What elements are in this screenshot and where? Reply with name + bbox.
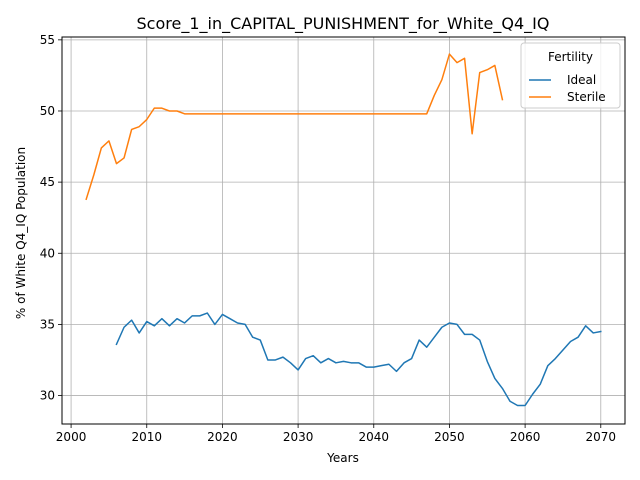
grid-lines [62,37,625,424]
legend-box [520,42,621,109]
x-axis: 2000 2010 2020 2030 2040 2050 2060 2070 [56,424,616,444]
y-tick-label: 35 [40,317,55,331]
y-tick-label: 30 [40,389,55,403]
y-tick-label: 55 [40,33,55,47]
y-axis: 30 35 40 45 50 55 [40,33,62,403]
series-line-ideal [115,312,602,407]
x-tick-label: 2030 [283,430,314,444]
plot-frame [61,36,626,425]
series-lines [85,53,602,407]
x-tick-label: 2060 [510,430,541,444]
x-axis-label: Years [326,451,359,465]
x-tick-label: 2050 [434,430,465,444]
x-tick-label: 2010 [131,430,162,444]
legend-title: Fertility [548,50,593,64]
y-axis-label: % of White Q4_IQ Population [14,147,28,319]
chart-title: Score_1_in_CAPITAL_PUNISHMENT_for_White_… [137,14,550,34]
legend: Fertility Ideal Sterile [520,42,621,109]
x-tick-label: 2070 [586,430,617,444]
x-tick-label: 2040 [358,430,389,444]
series-line-sterile [85,53,504,201]
y-tick-label: 50 [40,104,55,118]
legend-label-ideal: Ideal [567,73,596,87]
legend-label-sterile: Sterile [567,90,606,104]
y-tick-label: 40 [40,246,55,260]
x-tick-label: 2020 [207,430,238,444]
y-tick-label: 45 [40,175,55,189]
x-tick-label: 2000 [56,430,87,444]
